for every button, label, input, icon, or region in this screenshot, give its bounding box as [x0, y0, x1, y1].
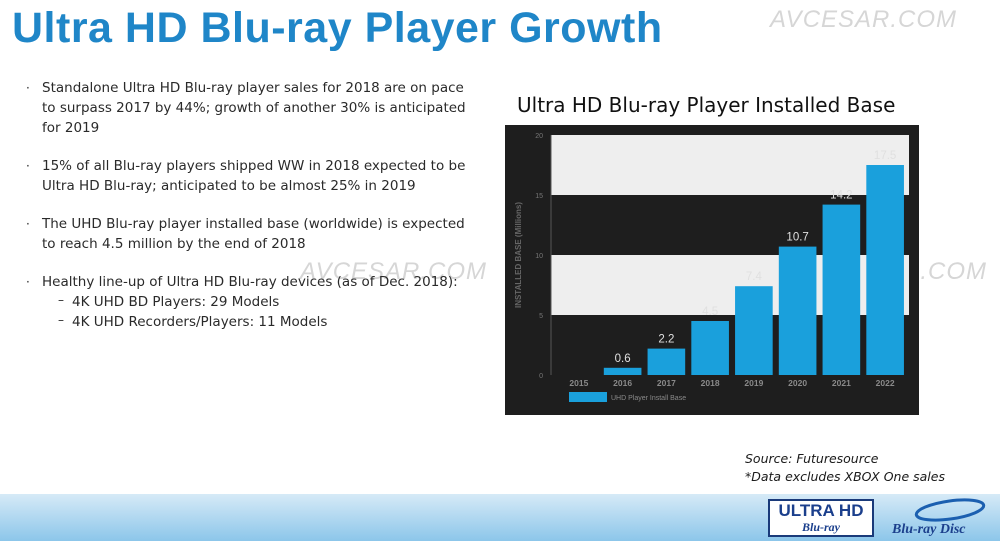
watermark: AVCESAR.COM — [770, 6, 958, 33]
sub-list-item: – 4K UHD Recorders/Players: 11 Models — [26, 312, 476, 332]
source-line: Source: Futuresource — [745, 451, 879, 466]
y-tick-label: 5 — [539, 313, 543, 320]
list-item: · Standalone Ultra HD Blu-ray player sal… — [26, 78, 476, 138]
dash-icon: – — [58, 293, 64, 307]
y-tick-label: 0 — [539, 373, 543, 380]
source-footnote: *Data excludes XBOX One sales — [745, 469, 945, 484]
sub-list-item: – 4K UHD BD Players: 29 Models — [26, 292, 476, 312]
data-label: 0.6 — [615, 353, 631, 365]
sub-bullet-text: 4K UHD Recorders/Players: 11 Models — [72, 314, 328, 330]
x-tick-label: 2015 — [569, 378, 588, 388]
bar — [822, 204, 861, 375]
bar — [603, 367, 642, 375]
source-note: Source: Futuresource *Data excludes XBOX… — [745, 450, 945, 486]
bullet-text: Healthy line-up of Ultra HD Blu-ray devi… — [42, 274, 458, 290]
data-label: 4.5 — [702, 306, 718, 318]
grid-band — [551, 135, 909, 195]
x-tick-label: 2020 — [788, 378, 807, 388]
bar-chart: 0 5 10 15 20 INSTALLED BASE (Millions) 2015 0.6… — [505, 125, 919, 415]
ultra-hd-bluray-logo: ULTRA HD Blu-ray — [768, 499, 874, 537]
bullet-list: · Standalone Ultra HD Blu-ray player sal… — [26, 78, 476, 332]
bluray-disc-logo: Blu-ray Disc — [884, 498, 994, 538]
logo-text: Blu-ray — [801, 520, 840, 534]
bullet-dot-icon: · — [26, 217, 30, 231]
x-tick-label: 2022 — [876, 378, 895, 388]
bar — [778, 246, 817, 375]
list-item: · 15% of all Blu-ray players shipped WW … — [26, 156, 476, 196]
logo-text: Blu-ray Disc — [891, 522, 966, 537]
bullet-dot-icon: · — [26, 159, 30, 173]
x-tick-label: 2018 — [701, 378, 720, 388]
data-label: 2.2 — [658, 334, 674, 346]
slide-title: Ultra HD Blu-ray Player Growth — [12, 4, 663, 52]
bar — [647, 348, 686, 375]
chart-canvas: 0 5 10 15 20 INSTALLED BASE (Millions) 2015 0.6… — [514, 133, 909, 402]
list-item: · Healthy line-up of Ultra HD Blu-ray de… — [26, 272, 476, 292]
disc-logo-icon: Blu-ray Disc — [891, 498, 986, 537]
dash-icon: – — [58, 313, 64, 327]
data-label: 17.5 — [874, 150, 896, 162]
logo-text: ULTRA HD — [778, 501, 864, 520]
x-tick-label: 2017 — [657, 378, 676, 388]
chart-title: Ultra HD Blu-ray Player Installed Base — [517, 93, 896, 117]
data-label: 10.7 — [786, 232, 808, 244]
legend-label: UHD Player Install Base — [611, 395, 686, 402]
bullet-text: The UHD Blu-ray player installed base (w… — [42, 216, 465, 252]
data-label: 14.2 — [830, 190, 852, 202]
x-tick-label: 2021 — [832, 378, 851, 388]
bar — [691, 321, 729, 375]
sub-bullet-text: 4K UHD BD Players: 29 Models — [72, 294, 280, 310]
data-label: 7.4 — [746, 271, 763, 283]
bullet-text: Standalone Ultra HD Blu-ray player sales… — [42, 80, 466, 136]
y-tick-label: 15 — [535, 193, 543, 200]
y-tick-label: 20 — [535, 133, 543, 140]
list-item: · The UHD Blu-ray player installed base … — [26, 214, 476, 254]
y-axis-label: INSTALLED BASE (Millions) — [514, 202, 523, 308]
bar — [735, 286, 773, 375]
bullet-dot-icon: · — [26, 81, 30, 95]
bullet-dot-icon: · — [26, 275, 30, 289]
bar — [866, 165, 904, 375]
bullet-text: 15% of all Blu-ray players shipped WW in… — [42, 158, 466, 194]
x-tick-label: 2019 — [744, 378, 763, 388]
legend-swatch — [569, 392, 607, 402]
y-tick-label: 10 — [535, 253, 543, 260]
x-tick-label: 2016 — [613, 378, 632, 388]
